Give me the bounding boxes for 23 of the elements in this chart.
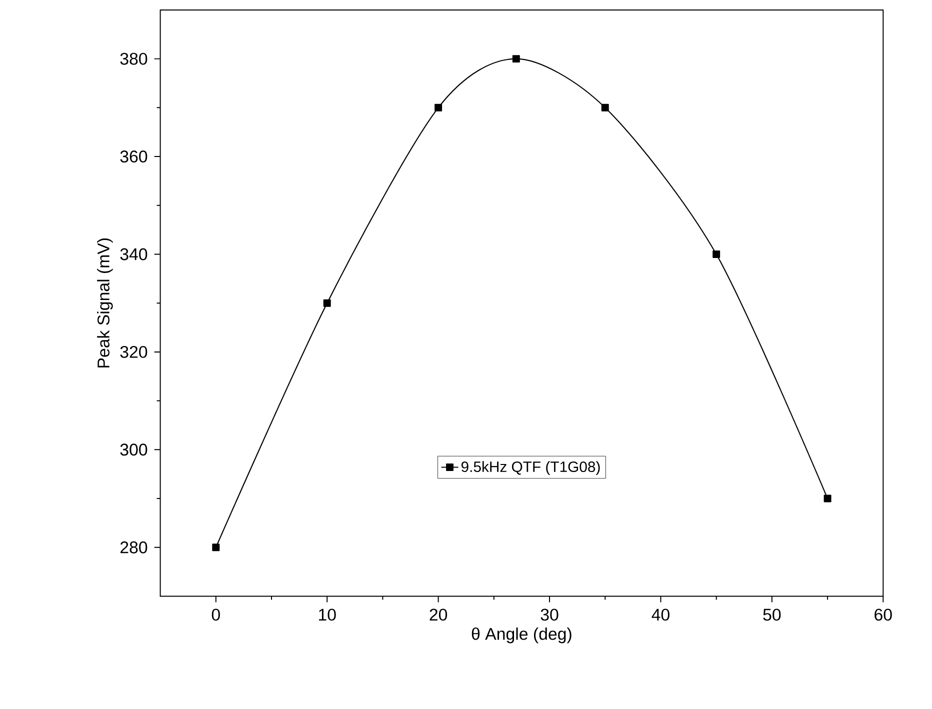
y-tick-label: 300 (120, 444, 148, 456)
x-tick-label: 30 (540, 608, 558, 621)
legend-label: 9.5kHz QTF (T1G08) (461, 461, 600, 476)
y-tick-label: 340 (120, 248, 148, 260)
point (601, 104, 609, 112)
y-tick-label: 360 (120, 150, 148, 163)
point (712, 250, 720, 258)
point (323, 299, 331, 307)
x-tick-label: 20 (430, 608, 448, 621)
y-axis-title: Peak Signal (mV) (97, 238, 113, 368)
x-tick-label: 50 (763, 608, 781, 621)
y-tick-label: 280 (120, 541, 148, 554)
y-tick-label: 380 (120, 52, 148, 65)
y-tick-label: 320 (120, 346, 148, 358)
x-axis-title: θ Angle (deg) (472, 628, 572, 644)
point (824, 494, 832, 502)
x-tick-label: 60 (874, 608, 892, 621)
point (512, 55, 520, 63)
x-tick-label: 0 (212, 608, 220, 621)
point (434, 104, 442, 112)
point (212, 544, 220, 552)
x-tick-label: 40 (652, 608, 670, 621)
x-tick-label: 10 (319, 608, 336, 621)
